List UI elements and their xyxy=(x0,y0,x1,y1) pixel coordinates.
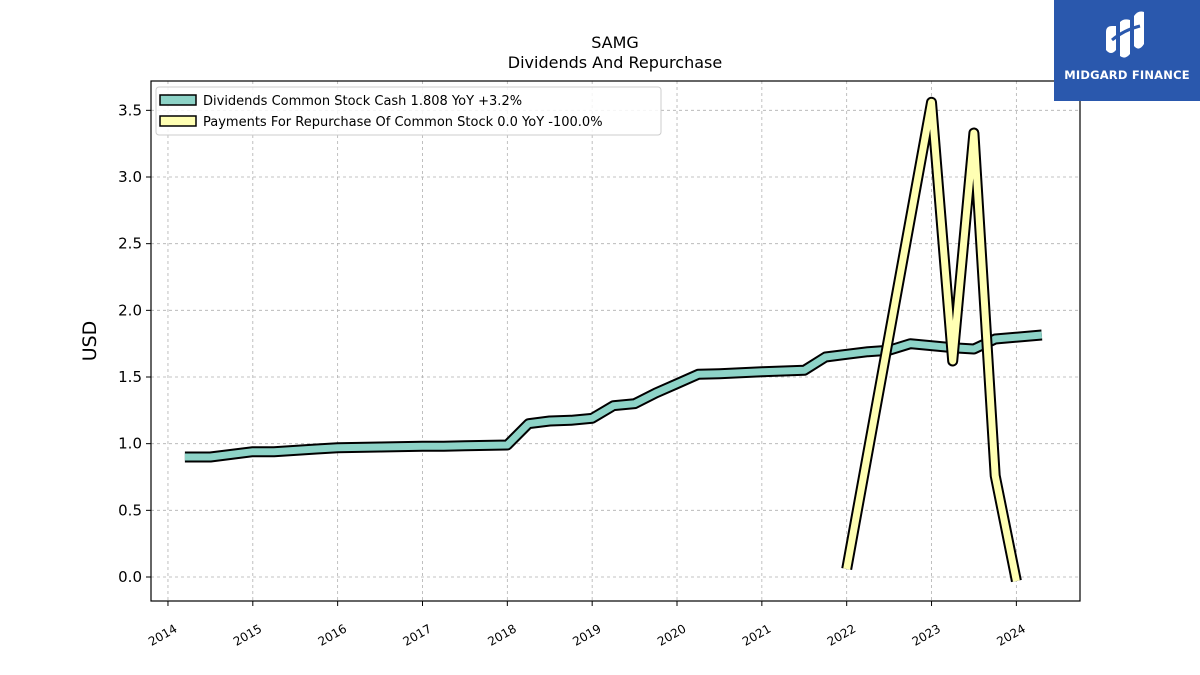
plot-frame xyxy=(150,80,1081,602)
y-tick-label: 0.0 xyxy=(118,568,142,586)
x-tick-label: 2020 xyxy=(655,621,688,648)
series-line-0 xyxy=(184,331,1043,461)
series-outline-0 xyxy=(184,329,1043,463)
legend-swatch-dividends xyxy=(159,94,197,106)
x-tick-label: 2021 xyxy=(740,621,773,648)
legend-label-repurchase: Payments For Repurchase Of Common Stock … xyxy=(203,115,603,130)
x-tick-label: 2016 xyxy=(316,621,349,648)
chart-title: SAMG xyxy=(591,33,639,52)
y-tick-label: 3.5 xyxy=(118,101,142,119)
x-tick-label: 2017 xyxy=(401,621,434,648)
series-line-1 xyxy=(843,98,1020,582)
plot-series xyxy=(184,96,1043,583)
x-tick-label: 2022 xyxy=(825,621,858,648)
legend-label-dividends: Dividends Common Stock Cash 1.808 YoY +3… xyxy=(203,94,522,109)
y-tick-label: 2.5 xyxy=(118,235,142,253)
x-tick-label: 2019 xyxy=(570,621,603,648)
legend-swatch-repurchase xyxy=(159,115,197,127)
x-tick-label: 2018 xyxy=(485,621,518,648)
legend-box xyxy=(155,86,662,136)
y-tick-label: 1.5 xyxy=(118,368,142,386)
x-tick-label: 2014 xyxy=(146,621,179,648)
y-tick-label: 0.5 xyxy=(118,501,142,519)
logo-text: MIDGARD FINANCE xyxy=(1064,68,1190,82)
y-tick-label: 1.0 xyxy=(118,435,142,453)
y-axis-label: USD xyxy=(79,321,101,362)
axis-ticks: 0.0 0.5 1.0 1.5 2.0 2.5 3.0 3.5 2014 2015 2016 2017… xyxy=(118,101,1028,649)
logo-mark-icon xyxy=(1106,11,1144,58)
x-tick-label: 2023 xyxy=(910,621,943,648)
midgard-finance-logo: MIDGARD FINANCE xyxy=(1054,0,1200,101)
y-tick-label: 2.0 xyxy=(118,301,142,319)
x-tick-label: 2024 xyxy=(994,621,1027,648)
x-tick-label: 2015 xyxy=(231,621,264,648)
chart-subtitle: Dividends And Repurchase xyxy=(508,53,722,72)
legend: Dividends Common Stock Cash 1.808 YoY +3… xyxy=(155,86,662,136)
y-tick-label: 3.0 xyxy=(118,168,142,186)
